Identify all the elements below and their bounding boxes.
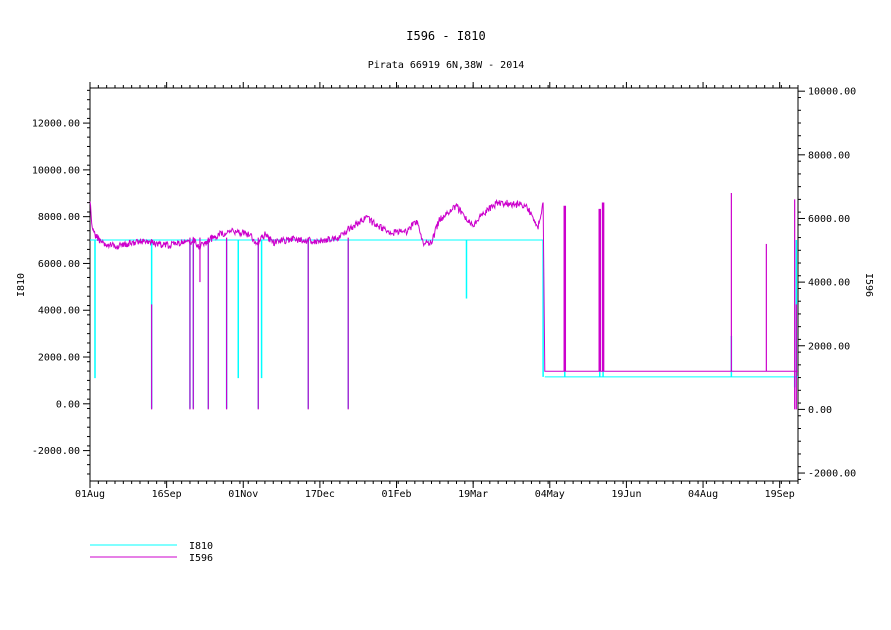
right-tick-label: 2000.00 xyxy=(808,341,850,352)
x-tick-label: 01Feb xyxy=(381,489,411,500)
x-tick-label: 17Dec xyxy=(305,489,335,500)
x-axis-ticks: 01Aug 16Sep 01Nov 17Dec 01Feb 19Mar 04May 19Jun… xyxy=(75,82,799,500)
x-tick-label: 19Jun xyxy=(611,489,641,500)
left-tick-label: -2000.00 xyxy=(32,446,80,457)
left-tick-label: 12000.00 xyxy=(32,119,80,130)
x-tick-label: 04May xyxy=(535,489,565,500)
left-axis-ticks: 12000.00 10000.00 8000.00 6000.00 4000.00 200… xyxy=(32,89,90,475)
left-tick-label: 8000.00 xyxy=(38,212,80,223)
right-tick-label: 6000.00 xyxy=(808,214,850,225)
chart-title: I596 - I810 xyxy=(406,29,485,43)
x-tick-label: 19Mar xyxy=(458,489,488,500)
right-axis-ticks: 10000.00 8000.00 6000.00 4000.00 2000.00 0.00… xyxy=(798,87,856,480)
x-tick-label: 01Aug xyxy=(75,489,105,500)
left-tick-label: 10000.00 xyxy=(32,165,80,176)
x-tick-label: 19Sep xyxy=(765,489,795,500)
right-tick-label: 4000.00 xyxy=(808,278,850,289)
right-tick-label: 10000.00 xyxy=(808,87,856,98)
left-tick-label: 2000.00 xyxy=(38,353,80,364)
left-tick-label: 0.00 xyxy=(56,399,80,410)
legend-label-i810: I810 xyxy=(189,541,213,552)
series-i596 xyxy=(89,193,798,410)
legend: I810 I596 xyxy=(90,541,213,564)
x-tick-label: 16Sep xyxy=(152,489,182,500)
right-tick-label: 8000.00 xyxy=(808,150,850,161)
chart-subtitle: Pirata 66919 6N,38W - 2014 xyxy=(368,60,525,71)
x-tick-label: 01Nov xyxy=(228,489,258,500)
x-tick-label: 04Aug xyxy=(688,489,718,500)
plot-area xyxy=(89,87,799,482)
left-tick-label: 4000.00 xyxy=(38,306,80,317)
legend-label-i596: I596 xyxy=(189,553,213,564)
left-tick-label: 6000.00 xyxy=(38,259,80,270)
right-tick-label: 0.00 xyxy=(808,405,832,416)
left-axis-label: I810 xyxy=(16,273,27,297)
right-tick-label: -2000.00 xyxy=(808,469,856,480)
i596-line xyxy=(89,198,798,372)
right-axis-label: I596 xyxy=(863,273,874,297)
series-i810 xyxy=(90,239,798,409)
